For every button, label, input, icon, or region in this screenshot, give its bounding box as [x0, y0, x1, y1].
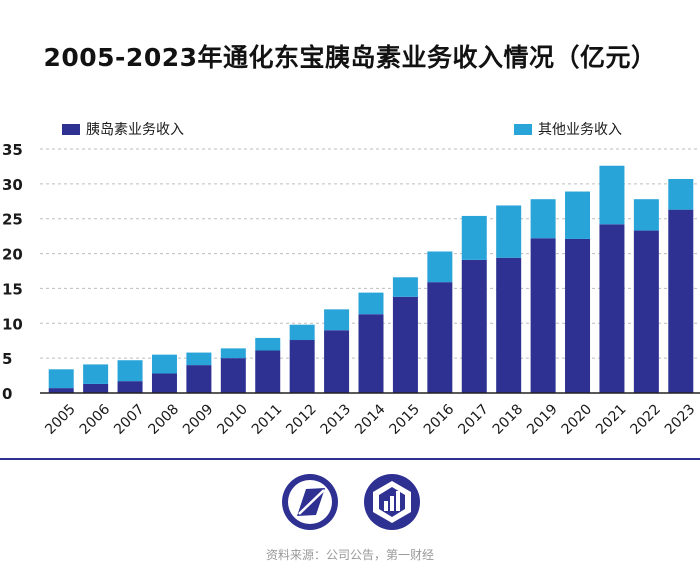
legend-label-insulin: 胰岛素业务收入 — [86, 122, 184, 138]
source-note: 资料来源：公司公告，第一财经 — [265, 548, 434, 562]
bar-other-2020 — [565, 191, 591, 239]
grid-layer — [40, 148, 700, 359]
legend-swatch-insulin — [62, 123, 80, 135]
bar-insulin-2022 — [633, 230, 659, 393]
y-tick-label: 30 — [2, 176, 23, 194]
bar-insulin-2011 — [255, 350, 281, 393]
x-tick-label: 2008 — [146, 401, 183, 438]
bar-other-2019 — [530, 199, 556, 239]
bar-other-2021 — [599, 165, 625, 225]
bar-other-2022 — [633, 199, 659, 231]
bar-other-2013 — [324, 309, 350, 331]
y-tick-label: 25 — [2, 211, 23, 229]
legend-label-other: 其他业务收入 — [538, 122, 622, 138]
bar-insulin-2017 — [461, 259, 487, 393]
bar-insulin-2021 — [599, 224, 625, 393]
bar-insulin-2015 — [392, 296, 418, 393]
bar-other-2011 — [255, 337, 281, 351]
y-tick-label: 20 — [2, 246, 23, 264]
bar-other-2015 — [392, 277, 418, 297]
x-tick-label: 2012 — [283, 401, 320, 438]
y-tick-label: 35 — [2, 141, 23, 159]
x-tick-label: 2023 — [662, 401, 699, 438]
legend-item-insulin: 胰岛素业务收入 — [62, 119, 184, 139]
bar-other-2007 — [117, 360, 143, 382]
x-tick-label: 2009 — [180, 401, 217, 438]
bar-insulin-2008 — [151, 373, 177, 393]
bar-other-2017 — [461, 215, 487, 260]
bar-insulin-2009 — [186, 365, 212, 393]
bar-other-2012 — [289, 324, 315, 341]
legend-swatch-other — [514, 123, 532, 135]
x-tick-label: 2015 — [387, 401, 424, 438]
x-tick-label: 2019 — [524, 401, 561, 438]
first-financial-logo — [282, 474, 338, 530]
x-tick-label: 2016 — [421, 401, 458, 438]
legend-item-other: 其他业务收入 — [514, 119, 622, 139]
bar-insulin-2005 — [48, 388, 74, 393]
x-tick-label: 2011 — [249, 401, 286, 438]
bar-other-2008 — [151, 354, 177, 374]
bar-other-2016 — [427, 251, 453, 283]
bar-insulin-2020 — [565, 238, 591, 393]
x-tick-label: 2006 — [77, 401, 114, 438]
x-tick-label: 2017 — [455, 401, 492, 438]
bar-insulin-2016 — [427, 282, 453, 393]
x-tick-label: 2018 — [490, 401, 527, 438]
bar-insulin-2010 — [220, 358, 246, 393]
chart-title: 2005-2023年通化东宝胰岛素业务收入情况（亿元） — [43, 43, 657, 72]
y-tick-label: 5 — [2, 350, 12, 368]
bar-insulin-2007 — [117, 381, 143, 393]
y-tick-label: 10 — [2, 315, 23, 333]
bar-other-2018 — [496, 205, 522, 258]
y-tick-label: 15 — [2, 280, 23, 298]
footer-divider — [0, 458, 700, 460]
x-tick-label: 2022 — [627, 401, 664, 438]
x-tick-label: 2010 — [214, 401, 251, 438]
bar-other-2005 — [48, 369, 74, 389]
bar-other-2006 — [83, 364, 109, 384]
bar-other-2014 — [358, 292, 384, 315]
bar-insulin-2018 — [496, 257, 522, 393]
bar-insulin-2013 — [324, 330, 350, 393]
x-tick-label: 2005 — [42, 401, 79, 438]
data-news-logo — [364, 474, 420, 530]
x-tick-label: 2013 — [318, 401, 355, 438]
x-tick-label: 2020 — [559, 401, 596, 438]
x-tick-label: 2007 — [111, 401, 148, 438]
bar-other-2009 — [186, 352, 212, 366]
bar-insulin-2012 — [289, 340, 315, 393]
bar-insulin-2014 — [358, 314, 384, 393]
bar-layer — [48, 165, 694, 393]
bar-other-2010 — [220, 348, 246, 359]
y-axis-tick-labels: 0 5 10 15 20 25 30 35 — [2, 141, 23, 403]
x-axis-tick-labels: 2005200620072008200920102011201220132014… — [42, 401, 698, 438]
y-tick-label: 0 — [2, 385, 12, 403]
bar-insulin-2023 — [668, 209, 694, 393]
bar-insulin-2006 — [83, 383, 109, 393]
bar-insulin-2019 — [530, 238, 556, 393]
x-tick-label: 2021 — [593, 401, 630, 438]
bar-other-2023 — [668, 178, 694, 210]
x-tick-label: 2014 — [352, 401, 389, 438]
